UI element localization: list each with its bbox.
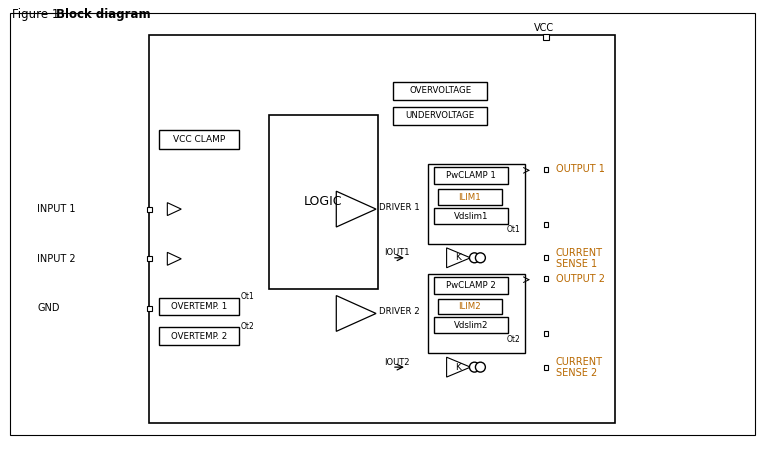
Bar [147,306,152,311]
Bar [428,274,525,353]
Bar [438,299,503,315]
Bar [147,207,152,212]
Text: Ot2: Ot2 [241,322,255,331]
Circle shape [475,362,485,372]
Polygon shape [168,202,181,216]
Bar [434,276,508,294]
Bar [428,164,525,244]
Text: CURRENT: CURRENT [556,248,603,258]
Text: OVERVOLTAGE: OVERVOLTAGE [409,86,471,95]
Bar [543,255,549,260]
Text: OVERTEMP. 2: OVERTEMP. 2 [171,332,227,341]
Bar [393,107,487,125]
Text: UNDERVOLTAGE: UNDERVOLTAGE [405,111,475,120]
Text: Vdslim1: Vdslim1 [454,212,488,221]
Text: VCC CLAMP: VCC CLAMP [173,135,225,144]
Text: DRIVER 2: DRIVER 2 [379,307,420,316]
Bar [159,297,239,316]
Bar [147,257,152,262]
Text: OUTPUT 1: OUTPUT 1 [556,164,605,174]
Text: VCC: VCC [534,23,554,33]
Bar [543,34,549,40]
Bar [543,365,549,370]
Text: K: K [456,363,461,372]
Text: OUTPUT 2: OUTPUT 2 [556,274,605,284]
Bar [434,208,508,224]
Circle shape [475,253,485,263]
Bar [434,168,508,184]
Bar [543,276,549,281]
Bar [543,167,549,172]
Text: IOUT1: IOUT1 [384,248,409,257]
Bar [159,327,239,345]
Bar [269,115,378,289]
Polygon shape [337,191,376,227]
Circle shape [470,362,480,372]
Bar [393,82,487,100]
Polygon shape [447,357,470,377]
Text: ILIM1: ILIM1 [458,192,481,202]
Polygon shape [447,248,470,268]
Text: SENSE 1: SENSE 1 [556,259,597,269]
Text: LOGIC: LOGIC [304,195,343,208]
Polygon shape [337,296,376,331]
Text: PwCLAMP 1: PwCLAMP 1 [446,171,496,180]
Text: INPUT 2: INPUT 2 [37,254,76,264]
Text: CURRENT: CURRENT [556,357,603,367]
Text: INPUT 1: INPUT 1 [37,204,76,214]
Text: Block diagram: Block diagram [56,8,151,21]
Text: Vdslim2: Vdslim2 [454,321,488,330]
Text: ILIM2: ILIM2 [458,302,481,311]
Text: Ot2: Ot2 [506,335,520,344]
Bar [149,35,614,423]
Text: IOUT2: IOUT2 [384,358,409,367]
Text: Ot1: Ot1 [241,292,255,301]
Text: K: K [456,253,461,262]
Text: DRIVER 1: DRIVER 1 [379,202,420,212]
Text: PwCLAMP 2: PwCLAMP 2 [446,281,496,290]
Text: Figure 1.: Figure 1. [12,8,63,21]
Text: GND: GND [37,303,60,314]
Text: OVERTEMP. 1: OVERTEMP. 1 [171,302,227,311]
Circle shape [470,253,480,263]
Text: Ot1: Ot1 [506,226,520,234]
Text: SENSE 2: SENSE 2 [556,368,597,378]
Bar [434,317,508,333]
Bar [438,189,503,205]
Bar [543,222,549,227]
Bar [543,331,549,336]
Bar [159,129,239,149]
Polygon shape [168,252,181,265]
